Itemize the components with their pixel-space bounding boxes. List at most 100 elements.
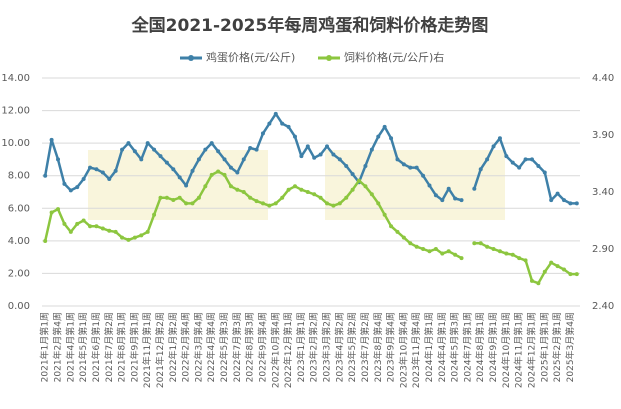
point-marker [260,201,265,206]
point-marker [382,124,387,129]
x-tick-label: 2021年4月第1周 [64,312,76,382]
x-tick-label: 2025年2月第1周 [551,312,563,382]
point-marker [433,193,438,198]
point-marker [292,134,297,139]
point-marker [453,252,458,257]
point-marker [228,184,233,189]
point-marker [472,186,477,191]
point-marker [331,152,336,157]
point-marker [62,181,67,186]
y-tick-label: 12.00 [1,106,30,117]
legend-label: 饲料价格(元/公斤)右 [344,50,444,64]
point-marker [427,249,432,254]
point-marker [318,195,323,200]
point-marker [446,249,451,254]
point-marker [75,221,80,226]
point-marker [190,168,195,173]
point-marker [62,221,67,226]
point-marker [510,252,515,257]
point-marker [485,157,490,162]
point-marker [369,192,374,197]
x-tick-label: 2023年4月第2周 [333,312,345,382]
y-tick-label: 14.00 [1,73,30,84]
point-marker [43,239,48,244]
y2-tick-label: 2.40 [592,301,614,312]
point-marker [43,173,48,178]
point-marker [497,249,502,254]
point-marker [228,165,233,170]
point-marker [145,141,150,146]
legend-label: 鸡蛋价格(元/公斤) [206,50,295,64]
point-marker [139,157,144,162]
point-marker [491,247,496,251]
point-marker [510,160,515,165]
point-marker [357,178,362,183]
x-tick-label: 2023年5月第2周 [346,312,358,382]
x-tick-label: 2023年9月第4周 [385,312,397,382]
point-marker [305,144,310,149]
point-marker [389,224,394,229]
point-marker [325,201,330,206]
point-marker [350,172,355,177]
point-marker [376,201,381,206]
watermark-box [325,150,505,220]
point-marker [177,175,182,180]
x-tick-label: 2022年7月第3周 [231,312,243,382]
y2-tick-label: 2.90 [592,244,614,255]
point-marker [171,167,176,172]
point-marker [273,111,278,116]
point-marker [107,176,112,181]
point-marker [414,165,419,170]
point-marker [164,195,169,200]
point-marker [568,272,573,277]
x-tick-label: 2022年5月第3周 [218,312,230,382]
point-marker [88,165,93,170]
point-marker [132,235,137,240]
point-marker [158,154,163,159]
x-tick-label: 2022年12月第1周 [282,312,294,388]
point-marker [292,184,297,189]
x-tick-label: 2021年5月第1周 [77,312,89,382]
x-tick-label: 2024年9月第1周 [487,312,499,382]
point-marker [440,251,445,256]
point-marker [299,187,304,192]
point-marker [286,124,291,129]
legend-marker [188,55,194,61]
point-marker [421,173,426,178]
y-tick-label: 4.00 [8,236,30,247]
x-tick-label: 2021年2月第4周 [52,312,64,382]
point-marker [184,201,189,206]
x-tick-label: 2024年11月第1周 [513,312,525,388]
x-tick-label: 2021年6月第1周 [90,312,102,382]
point-marker [164,160,169,165]
point-marker [376,134,381,139]
x-tick-label: 2022年9月第4周 [256,312,268,382]
point-marker [260,131,265,136]
point-marker [408,241,413,246]
x-tick-label: 2023年10月第4周 [397,312,409,388]
point-marker [574,201,579,206]
point-marker [113,229,118,234]
point-marker [517,256,522,261]
point-marker [273,201,278,206]
point-marker [389,136,394,141]
point-marker [94,167,99,172]
point-marker [536,281,541,286]
x-tick-label: 2023年8月第4周 [372,312,384,382]
point-marker [216,169,221,174]
point-marker [305,190,310,194]
point-marker [549,260,554,265]
point-marker [248,195,253,200]
y-tick-label: 10.00 [1,138,30,149]
point-marker [196,195,201,200]
point-marker [408,165,413,170]
point-marker [299,154,304,159]
point-marker [286,187,291,192]
point-marker [561,267,566,272]
point-marker [369,147,374,152]
point-marker [235,187,240,192]
x-tick-label: 2024年5月第3周 [449,312,461,382]
point-marker [446,186,451,191]
y2-tick-label: 4.40 [592,73,614,84]
point-marker [472,241,477,246]
